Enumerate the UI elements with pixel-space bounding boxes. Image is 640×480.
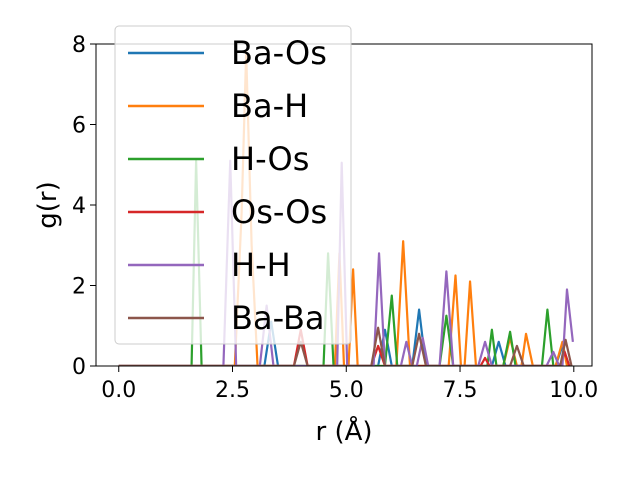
x-tick-label: 2.5 xyxy=(215,378,250,403)
y-axis-label: g(r) xyxy=(33,181,63,228)
legend-label: Ba-Os xyxy=(231,34,327,72)
y-tick-label: 8 xyxy=(72,33,86,58)
series-line-ba-ba xyxy=(118,326,573,366)
x-tick-label: 10.0 xyxy=(549,378,598,403)
legend-label: Ba-Ba xyxy=(231,299,325,337)
series-line-h-os xyxy=(118,159,555,366)
legend-box xyxy=(114,25,352,345)
x-tick-label: 7.5 xyxy=(443,378,478,403)
y-tick-label: 0 xyxy=(72,355,86,380)
x-axis-label: r (Å) xyxy=(315,415,372,447)
x-axis-ticks: 0.0 2.5 5.0 7.5 10.0 xyxy=(101,366,598,403)
legend-label: Os-Os xyxy=(231,193,327,231)
x-tick-label: 0.0 xyxy=(101,378,136,403)
x-tick-label: 5.0 xyxy=(329,378,364,403)
y-tick-label: 6 xyxy=(72,114,86,139)
legend: Ba-Os Ba-H H-Os Os-Os H-H Ba-Ba xyxy=(114,25,352,345)
legend-label: H-Os xyxy=(231,140,309,178)
legend-label: Ba-H xyxy=(231,87,308,125)
legend-label: H-H xyxy=(231,246,291,284)
y-tick-label: 4 xyxy=(72,194,86,219)
y-axis-ticks: 0 2 4 6 8 xyxy=(72,33,96,380)
y-tick-label: 2 xyxy=(72,275,86,300)
